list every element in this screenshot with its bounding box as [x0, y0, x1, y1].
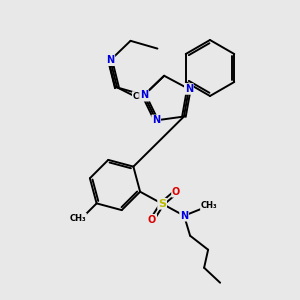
Text: N: N	[180, 211, 188, 221]
Text: N: N	[140, 90, 148, 100]
Text: N: N	[106, 55, 114, 65]
Text: N: N	[152, 116, 160, 125]
Text: CH₃: CH₃	[201, 201, 218, 210]
Text: CH₃: CH₃	[70, 214, 86, 223]
Text: S: S	[158, 199, 166, 209]
Text: O: O	[148, 215, 156, 225]
Text: CH₃: CH₃	[133, 92, 149, 101]
Text: N: N	[185, 84, 193, 94]
Text: O: O	[172, 187, 180, 197]
